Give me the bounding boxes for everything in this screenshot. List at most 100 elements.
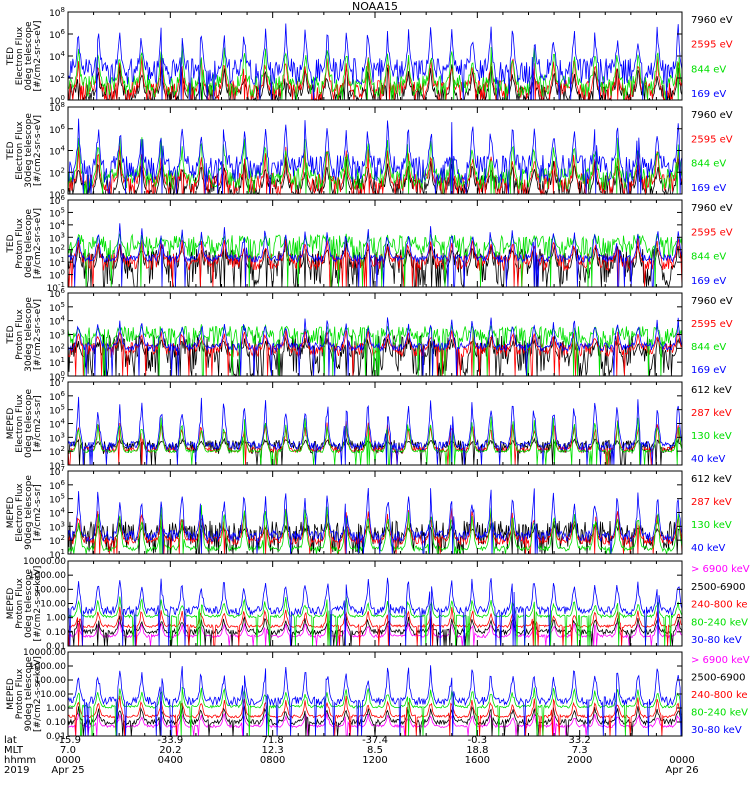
- y-tick-label: 1000.00: [29, 571, 66, 581]
- x-tick-lat: 33.2: [568, 735, 591, 746]
- x-tick-lat: -0.3: [467, 735, 488, 746]
- y-tick-label: 104: [49, 507, 65, 520]
- y-tick-label: 107: [49, 465, 65, 478]
- x-tick-mlt: 18.8: [466, 745, 489, 756]
- legend-entry: 169 eV: [691, 89, 726, 100]
- x-tick-lat: 71.8: [261, 735, 284, 746]
- y-tick-label: 104: [49, 418, 65, 431]
- y-tick-label: 102: [49, 244, 65, 257]
- y-tick-label: 104: [49, 219, 65, 232]
- y-axis-label: Electron Flux: [15, 483, 25, 542]
- series-line-1-4: [67, 23, 683, 101]
- x-tick-mlt: 12.3: [261, 745, 284, 756]
- panel-8: 0.01 0.10 1.00 10.00 100.00 1000.00 10000.00 ME…: [6, 648, 750, 742]
- y-tick-label: 102: [49, 72, 65, 85]
- series-line-4-3: [67, 324, 683, 377]
- legend-entry: 287 keV: [691, 497, 732, 508]
- x-tick-lat: -37.4: [362, 735, 388, 746]
- y-axis-label: Proton Flux: [15, 218, 25, 269]
- y-tick-label: 106: [49, 390, 65, 403]
- legend-entry: 7960 eV: [691, 110, 733, 121]
- legend-entry: 2500-6900: [691, 673, 746, 684]
- legend-entry: 30-80 keV: [691, 725, 742, 736]
- legend-entry: 844 eV: [691, 159, 726, 170]
- y-tick-label: 101: [49, 548, 65, 561]
- y-axis-label: MEPED: [6, 408, 16, 440]
- legend-entry: 169 eV: [691, 183, 726, 194]
- y-tick-label: 10-1: [47, 281, 65, 294]
- y-axis-label: [#/cm2-sr-s-eV]: [33, 299, 43, 370]
- legend-entry: 240-800 ke: [691, 600, 748, 611]
- y-tick-label: 103: [49, 431, 65, 444]
- y-tick-label: 100: [49, 370, 65, 383]
- legend-entry: 169 eV: [691, 276, 726, 287]
- series-line-4-4: [67, 317, 683, 377]
- legend-entry: > 6900 keV: [691, 564, 750, 575]
- y-tick-label: 104: [49, 145, 65, 158]
- y-tick-label: 100: [49, 188, 65, 201]
- series-line-2-4: [67, 118, 683, 195]
- y-axis-label: 0deg telescope: [24, 21, 34, 91]
- legend-entry: 40 keV: [691, 543, 725, 554]
- x-tick-hhmm: 0000: [55, 755, 81, 766]
- x-row-label-hhmm: hhmm: [4, 755, 37, 766]
- y-axis-label: 0deg telescope: [24, 389, 34, 459]
- y-tick-label: 100.00: [35, 676, 67, 686]
- y-axis-label: 30deg telescope: [24, 113, 34, 188]
- legend-entry: 240-800 ke: [691, 690, 748, 701]
- y-axis-label: Proton Flux: [15, 578, 25, 629]
- y-tick-label: 106: [49, 479, 65, 492]
- y-tick-label: 106: [49, 287, 65, 300]
- y-axis-label: [#/cm2-s-sr-keV]: [33, 566, 43, 642]
- y-axis-label: 90deg telescope: [24, 475, 34, 550]
- y-tick-label: 105: [49, 206, 65, 219]
- y-tick-label: 107: [49, 376, 65, 389]
- y-tick-label: 103: [49, 520, 65, 533]
- legend-entry: 7960 eV: [691, 296, 733, 307]
- y-tick-label: 103: [49, 329, 65, 342]
- y-tick-label: 10.00: [40, 600, 66, 610]
- x-tick-mlt: 7.0: [60, 745, 76, 756]
- y-tick-label: 101: [49, 356, 65, 369]
- y-tick-label: 104: [49, 315, 65, 328]
- y-axis-label: [#/cm2-s-sr]: [33, 484, 43, 541]
- panel-frame: [67, 381, 683, 466]
- y-tick-label: 10000.00: [23, 557, 66, 567]
- y-tick-label: 100: [49, 94, 65, 107]
- legend-entry: 612 keV: [691, 474, 732, 485]
- y-axis-label: 90deg telescope: [24, 656, 34, 731]
- y-axis-label: Electron Flux: [15, 26, 25, 85]
- y-tick-label: 100: [49, 269, 65, 282]
- series-line-8-4: [67, 686, 683, 737]
- y-axis-label: [#/cm2-s-sr]: [33, 395, 43, 452]
- panel-2: 100 102 104 106 108 TED Electron Flux 30deg tel…: [6, 101, 733, 201]
- series-line-5-1: [67, 437, 683, 466]
- x-tick-hhmm: 1600: [464, 755, 491, 766]
- legend-entry: 844 eV: [691, 342, 726, 353]
- panel-frame: [67, 11, 683, 101]
- y-tick-label: 108: [49, 6, 65, 19]
- y-tick-label: 101: [49, 256, 65, 269]
- y-tick-label: 0.01: [46, 732, 66, 742]
- y-axis-label: [#/cm2-sr-s-eV]: [33, 115, 43, 186]
- legend-entry: > 6900 keV: [691, 655, 750, 666]
- y-tick-label: 100.00: [35, 585, 67, 595]
- y-tick-label: 1.00: [46, 704, 66, 714]
- legend-entry: 130 keV: [691, 520, 732, 531]
- y-axis-label: MEPED: [6, 678, 16, 710]
- y-axis-label: TED: [6, 141, 16, 160]
- x-row-label-lat: lat: [4, 735, 17, 746]
- series-line-6-1: [67, 520, 683, 555]
- y-axis-label: TED: [6, 47, 16, 66]
- x-tick-hhmm: 0800: [259, 755, 286, 766]
- y-axis-label: TED: [6, 325, 16, 344]
- x-tick-hhmm: 1200: [362, 755, 388, 766]
- y-tick-label: 106: [49, 194, 65, 207]
- x-tick-hhmm: 0000: [669, 755, 695, 766]
- legend-entry: 7960 eV: [691, 15, 733, 26]
- legend-entry: 2595 eV: [691, 40, 733, 51]
- y-tick-label: 108: [49, 101, 65, 114]
